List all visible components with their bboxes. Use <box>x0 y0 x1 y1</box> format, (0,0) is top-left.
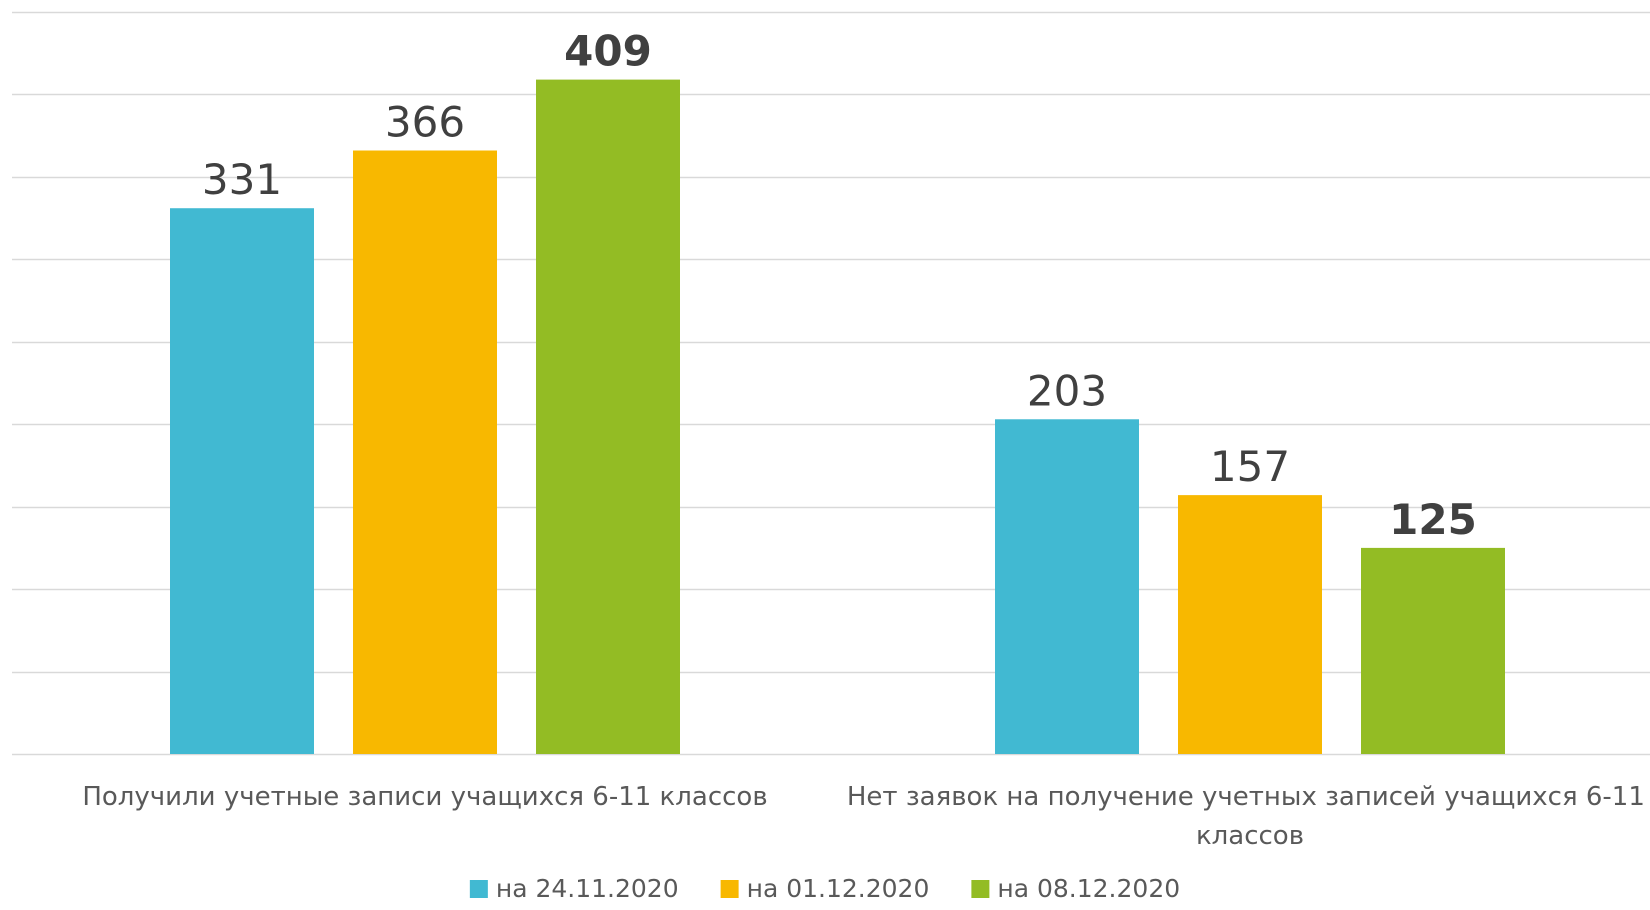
bar-1-1 <box>170 208 314 754</box>
legend-label-2: на 01.12.2020 <box>747 874 930 903</box>
bar-1-2 <box>353 150 497 755</box>
data-label-2-2: 157 <box>1210 442 1290 491</box>
value-labels: 331 366 409 203 157 125 <box>202 27 1477 544</box>
legend-swatch-2 <box>720 880 739 898</box>
category-label-2: Нет заявок на получение учетных записей … <box>847 782 1650 851</box>
category-label-2-line-2: классов <box>1196 821 1304 851</box>
legend-label-1: на 24.11.2020 <box>496 874 679 903</box>
bar-1-3 <box>536 79 680 755</box>
legend-swatch-3 <box>971 880 990 898</box>
bar-2-3 <box>1361 547 1505 754</box>
legend-label-3: на 08.12.2020 <box>997 874 1180 903</box>
data-label-2-3: 125 <box>1389 495 1477 544</box>
category-labels: Получили учетные записи учащихся 6-11 кл… <box>82 782 1650 851</box>
data-label-1-3: 409 <box>564 27 652 76</box>
data-label-2-1: 203 <box>1027 366 1107 415</box>
data-label-1-1: 331 <box>202 155 282 204</box>
bar-2-1 <box>995 419 1139 754</box>
legend-swatch-1 <box>469 880 488 898</box>
bars <box>170 79 1505 755</box>
legend: на 24.11.2020 на 01.12.2020 на 08.12.2020 <box>469 874 1180 903</box>
category-label-1: Получили учетные записи учащихся 6-11 кл… <box>82 782 767 812</box>
bar-2-2 <box>1178 495 1322 754</box>
category-label-2-line-1: Нет заявок на получение учетных записей … <box>847 782 1645 812</box>
data-label-1-2: 366 <box>385 98 465 147</box>
